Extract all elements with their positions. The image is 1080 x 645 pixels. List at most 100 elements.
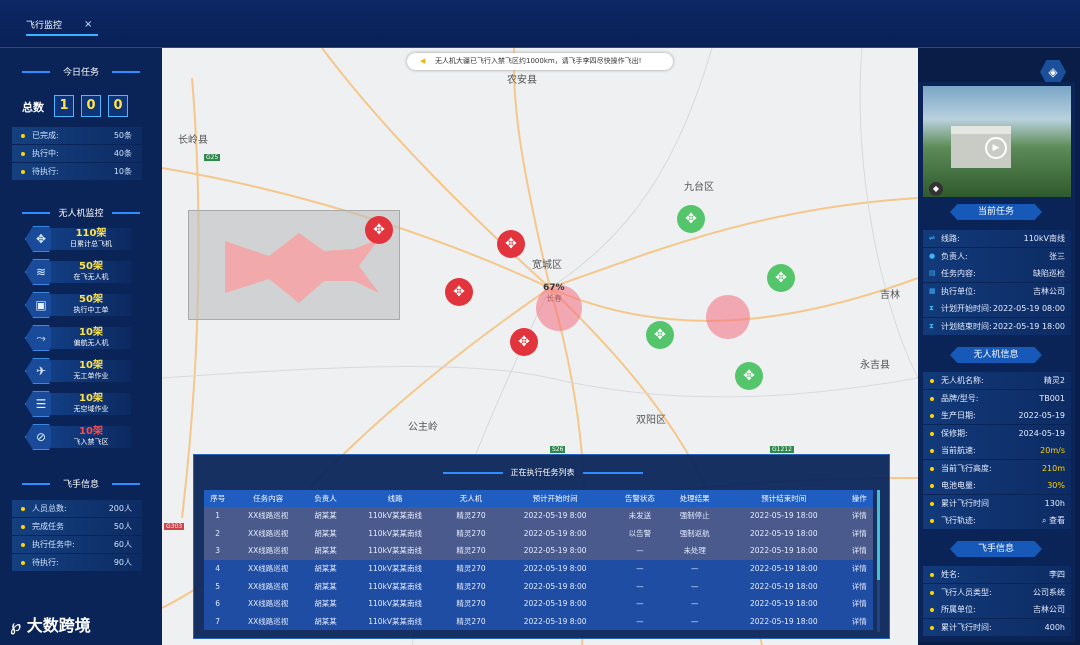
drone-info-list: 无人机名称: 精灵2 品牌/型号: TB001 生产日期: 2022-05-19 保修…	[923, 372, 1071, 530]
info-row: 当前飞行高度: 210m	[923, 459, 1071, 477]
detail-link[interactable]: 详情	[845, 577, 873, 595]
info-row: 姓名: 李四	[923, 566, 1071, 583]
table-cell: 2022-05-19 18:00	[722, 612, 846, 631]
alert-pulse	[706, 295, 750, 339]
table-row: 5 XX线路巡视 胡某某 110kV某某南线 精灵270 2022-05-19 8:00—…	[204, 577, 873, 595]
table-cell: —	[612, 542, 668, 560]
table-cell: 2022-05-19 18:00	[722, 577, 846, 595]
stat-completed: 已完成: 50条	[12, 127, 142, 144]
unit-icon: ▦	[929, 286, 936, 295]
place-label: 宽城区	[532, 260, 562, 271]
table-cell: 3	[204, 542, 232, 560]
today-tasks-title: 今日任务	[0, 65, 162, 79]
table-cell: 2022-05-19 18:00	[722, 507, 846, 525]
table-cell: XX线路巡视	[231, 524, 305, 543]
stat-pilot-pending: 待执行: 90人	[12, 554, 142, 571]
hourglass-icon: ⧗	[929, 304, 934, 312]
drone-marker-alert[interactable]: ✥	[510, 328, 538, 356]
person-icon: ●	[929, 251, 936, 260]
info-row: ● 负责人: 张三	[923, 247, 1071, 265]
layers-icon[interactable]: ◈	[1040, 60, 1066, 84]
table-cell: 2022-05-19 18:00	[722, 594, 846, 613]
table-row: 3 XX线路巡视 胡某某 110kV某某南线 精灵270 2022-05-19 8:00—…	[204, 542, 873, 560]
col-header: 预计结束时间	[722, 490, 846, 507]
drone-marker-alert[interactable]: ✥	[445, 278, 473, 306]
table-cell: —	[612, 612, 668, 631]
right-panel: ▶ ◆ 当前任务 ⇌ 线路: 110kV南线 ● 负责人: 张三 ▤ 任务内容: 缺陷巡检 …	[918, 82, 1075, 642]
info-row: 电池电量: 30%	[923, 477, 1071, 494]
table-cell: 精灵270	[444, 612, 498, 631]
table-cell: 未处理	[667, 542, 723, 560]
table-cell: 2022-05-19 18:00	[722, 542, 846, 560]
drone-stat-no-airspace[interactable]: ☰ 10架 无空域作业	[25, 391, 135, 417]
table-cell: 胡某某	[304, 507, 347, 525]
place-label: 公主岭	[408, 422, 438, 433]
detail-link[interactable]: 详情	[845, 559, 873, 578]
total-digit: 0	[108, 95, 128, 117]
table-cell: 强制返航	[667, 524, 723, 543]
no-fly-zone[interactable]	[188, 210, 400, 320]
road-badge: G303	[164, 523, 185, 530]
tab-label: 飞行监控	[26, 21, 63, 31]
stat-pilot-total: 人员总数: 200人	[12, 500, 142, 517]
hourglass-icon: ⧗	[929, 321, 934, 330]
table-row: 1 XX线路巡视 胡某某 110kV某某南线 精灵270 2022-05-19 8:00 未…	[204, 507, 873, 525]
table-cell: 2022-05-19 18:00	[722, 524, 846, 543]
pilot-detail-title: 飞手信息	[950, 541, 1042, 557]
percent-label: 67%	[543, 283, 565, 293]
drone-marker-normal[interactable]: ✥	[767, 264, 795, 292]
info-row: 累计飞行时间: 400h	[923, 618, 1071, 636]
drone-marker-normal[interactable]: ✥	[677, 205, 705, 233]
col-header: 序号	[204, 490, 232, 507]
table-cell: 7	[204, 612, 232, 631]
alert-pulse	[536, 285, 582, 331]
info-row: ▦ 执行单位: 吉林公司	[923, 282, 1071, 300]
drone-stat-workorder[interactable]: ▣ 50架 执行中工单	[25, 292, 135, 318]
task-table-panel: 正在执行任务列表 序号 任务内容 负责人 线路 无人机 预计开始时间 告警状态 …	[193, 454, 890, 639]
play-icon[interactable]: ▶	[985, 137, 1007, 159]
drone-stat-flying[interactable]: ≋ 50架 在飞无人机	[25, 259, 135, 285]
detail-link[interactable]: 详情	[845, 507, 873, 525]
table-cell: —	[667, 594, 723, 613]
info-row: ⇌ 线路: 110kV南线	[923, 230, 1071, 247]
drone-monitor-list: ✥ 110架 日累计总飞机 ≋ 50架 在飞无人机 ▣ 50架 执行中工单 ⤳ 10架 偏航无人…	[25, 226, 135, 457]
table-row: 7 XX线路巡视 胡某某 110kV某某南线 精灵270 2022-05-19 8:00—…	[204, 612, 873, 631]
table-cell: 2022-05-19 8:00	[497, 507, 613, 525]
info-row: 当前航速: 20m/s	[923, 442, 1071, 459]
table-cell: 2022-05-19 8:00	[497, 594, 613, 613]
drone-marker-alert[interactable]: ✥	[365, 216, 393, 244]
tab-flight-monitor[interactable]: 飞行监控 ×	[26, 18, 98, 36]
table-cell: 未发送	[612, 507, 668, 525]
drone-stat-total[interactable]: ✥ 110架 日累计总飞机	[25, 226, 135, 252]
table-cell: 精灵270	[444, 542, 498, 560]
table-cell: 精灵270	[444, 594, 498, 613]
drone-marker-normal[interactable]: ✥	[646, 321, 674, 349]
col-header: 处理结果	[667, 490, 723, 507]
table-cell: 胡某某	[304, 559, 347, 578]
detail-link[interactable]: 详情	[845, 524, 873, 543]
drone-marker-alert[interactable]: ✥	[497, 230, 525, 258]
table-cell: 110kV某某南线	[346, 612, 445, 631]
table-cell: —	[612, 559, 668, 578]
site-photo: ▶ ◆	[923, 86, 1071, 197]
drone-stat-no-fly[interactable]: ⊘ 10架 飞入禁飞区	[25, 424, 135, 450]
drone-stat-no-order[interactable]: ✈ 10架 无工单作业	[25, 358, 135, 384]
detail-link[interactable]: 详情	[845, 612, 873, 631]
close-icon[interactable]: ×	[84, 19, 93, 30]
info-row: 飞行轨迹: ⌕ 查看	[923, 512, 1071, 529]
table-scrollbar[interactable]	[877, 490, 880, 632]
place-label: 九台区	[684, 182, 714, 193]
info-row: 所属单位: 吉林公司	[923, 601, 1071, 618]
place-label: 双阳区	[636, 415, 666, 426]
table-cell: 2022-05-19 8:00	[497, 542, 613, 560]
table-cell: 110kV某某南线	[346, 507, 445, 525]
detail-link[interactable]: 详情	[845, 594, 873, 613]
current-task-title: 当前任务	[950, 204, 1042, 220]
drone-marker-normal[interactable]: ✥	[735, 362, 763, 390]
drone-stat-offcourse[interactable]: ⤳ 10架 偏航无人机	[25, 325, 135, 351]
drone-info-title: 无人机信息	[950, 347, 1042, 363]
table-cell: XX线路巡视	[231, 507, 305, 525]
logo-icon: ℘	[10, 616, 27, 635]
view-track-link[interactable]: ⌕ 查看	[1041, 516, 1065, 525]
detail-link[interactable]: 详情	[845, 542, 873, 560]
